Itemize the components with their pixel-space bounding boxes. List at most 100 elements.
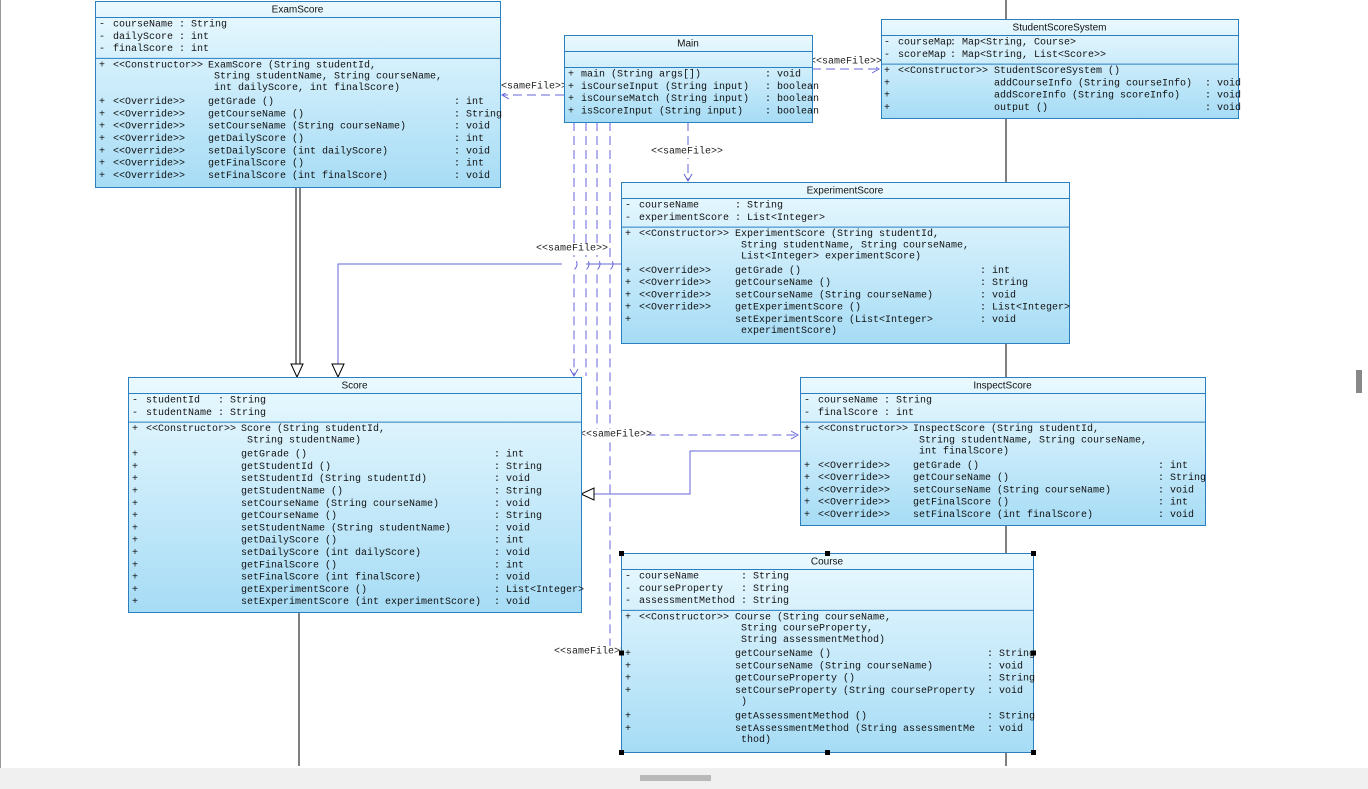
method-return-type: : int [980,265,1010,277]
attribute-name: courseName [113,20,173,31]
attribute-visibility: - [884,38,890,49]
attribute-type: : Map<String, Course> [950,37,1076,49]
selection-handle[interactable] [1031,650,1036,656]
method-signature: getAssessmentMethod () [735,711,867,723]
class-body [800,377,1206,526]
connector [573,122,578,376]
attribute-visibility: - [99,20,105,31]
attribute-type: : int [884,407,914,419]
selection-handle[interactable] [1031,551,1036,556]
method-return-type: : String [1158,472,1206,484]
method-visibility: + [132,487,138,498]
method-stereotype: <<Override>> [818,509,890,521]
method-signature: String courseProperty, [741,623,873,635]
attribute-type: : int [179,43,209,55]
method-signature: output () [994,102,1048,114]
class-body [95,1,501,188]
method-visibility: + [99,97,105,108]
attribute-name: studentName [146,407,212,419]
method-signature: addScoreInfo (String scoreInfo) [994,90,1180,102]
method-visibility: + [132,536,138,547]
method-signature: main (String args[]) [581,69,701,81]
method-visibility: + [99,171,105,182]
method-signature: int finalScore) [919,446,1009,458]
method-visibility: + [625,266,631,277]
method-signature: setCourseName (String courseName) [208,121,406,133]
method-signature: getCourseName () [241,510,337,522]
method-signature: String studentName) [247,434,361,446]
method-visibility: + [625,674,631,685]
method-visibility: + [625,229,631,240]
method-return-type: : void [987,660,1023,672]
method-stereotype: <<Constructor>> [113,60,203,71]
attribute-visibility: - [884,50,890,61]
attribute-type: : String [741,571,789,583]
method-signature: List<Integer> experimentScore) [741,251,921,263]
attribute-visibility: - [99,44,105,55]
method-visibility: + [99,60,105,71]
selection-handle[interactable] [1031,750,1036,755]
method-signature: getCourseName () [208,108,304,120]
method-return-type: : void [1158,484,1194,496]
selection-handle[interactable] [825,551,830,556]
method-return-type: : String [987,673,1035,685]
class-body [621,553,1034,753]
attribute-name: courseName [818,396,878,407]
method-signature: String assessmentMethod) [741,634,885,646]
method-visibility: + [99,159,105,170]
edge-label: <<sameFile>> [580,429,652,441]
method-visibility: + [132,474,138,485]
method-signature: setCourseName (String courseName) [241,498,439,510]
method-return-type: : void [454,121,490,133]
method-signature: ) [741,696,747,708]
method-return-type: : void [765,69,801,81]
method-visibility: + [804,473,810,484]
method-return-type: : String [987,648,1035,660]
method-stereotype: <<Override>> [113,145,185,157]
method-signature: getDailyScore () [208,133,304,145]
selection-handle[interactable] [619,750,624,755]
selection-handle[interactable] [825,750,830,755]
method-return-type: : void [980,314,1016,326]
method-visibility: + [568,106,574,117]
method-visibility: + [804,485,810,496]
method-signature: Score (String studentId, [241,423,385,435]
connector [337,263,621,364]
method-signature: setCourseName (String courseName) [913,484,1111,496]
method-visibility: + [625,712,631,723]
selection-handle[interactable] [619,551,624,556]
method-signature: getFinalScore () [208,158,304,170]
method-return-type: : void [1205,102,1241,114]
class-body [564,35,813,123]
edge-label-bg [657,146,717,158]
attribute-visibility: - [804,408,810,419]
method-visibility: + [568,94,574,105]
method-signature: getFinalScore () [913,497,1009,509]
method-signature: setStudentName (String studentName) [241,522,451,534]
attribute-name: finalScore [818,407,878,419]
scrollbar-thumb[interactable] [640,775,711,781]
method-signature: getStudentName () [241,486,343,498]
edge-label-bg [560,646,620,658]
attribute-visibility: - [625,596,631,607]
method-visibility: + [132,560,138,571]
vertical-scrollbar-thumb[interactable] [1356,370,1362,393]
class-box: ExperimentScore-courseName: String-exper… [621,182,1070,344]
method-signature: getExperimentScore () [241,584,367,596]
method-visibility: + [884,78,890,89]
edge-label: <<sameFile>> [554,646,626,658]
attribute-visibility: - [132,396,138,407]
method-return-type: : int [494,535,524,547]
attribute-name: assessmentMethod [639,595,735,607]
inheritance-arrowhead [331,363,345,379]
method-visibility: + [884,66,890,77]
method-stereotype: <<Constructor>> [146,424,236,435]
method-signature: String studentName, String courseName, [919,434,1147,446]
attribute-name: studentId [146,395,200,407]
method-signature: getGrade () [208,96,274,108]
selection-handle[interactable] [619,650,624,656]
attribute-type: : List<Integer> [735,212,825,224]
attribute-visibility: - [625,213,631,224]
method-return-type: : String [494,486,542,498]
